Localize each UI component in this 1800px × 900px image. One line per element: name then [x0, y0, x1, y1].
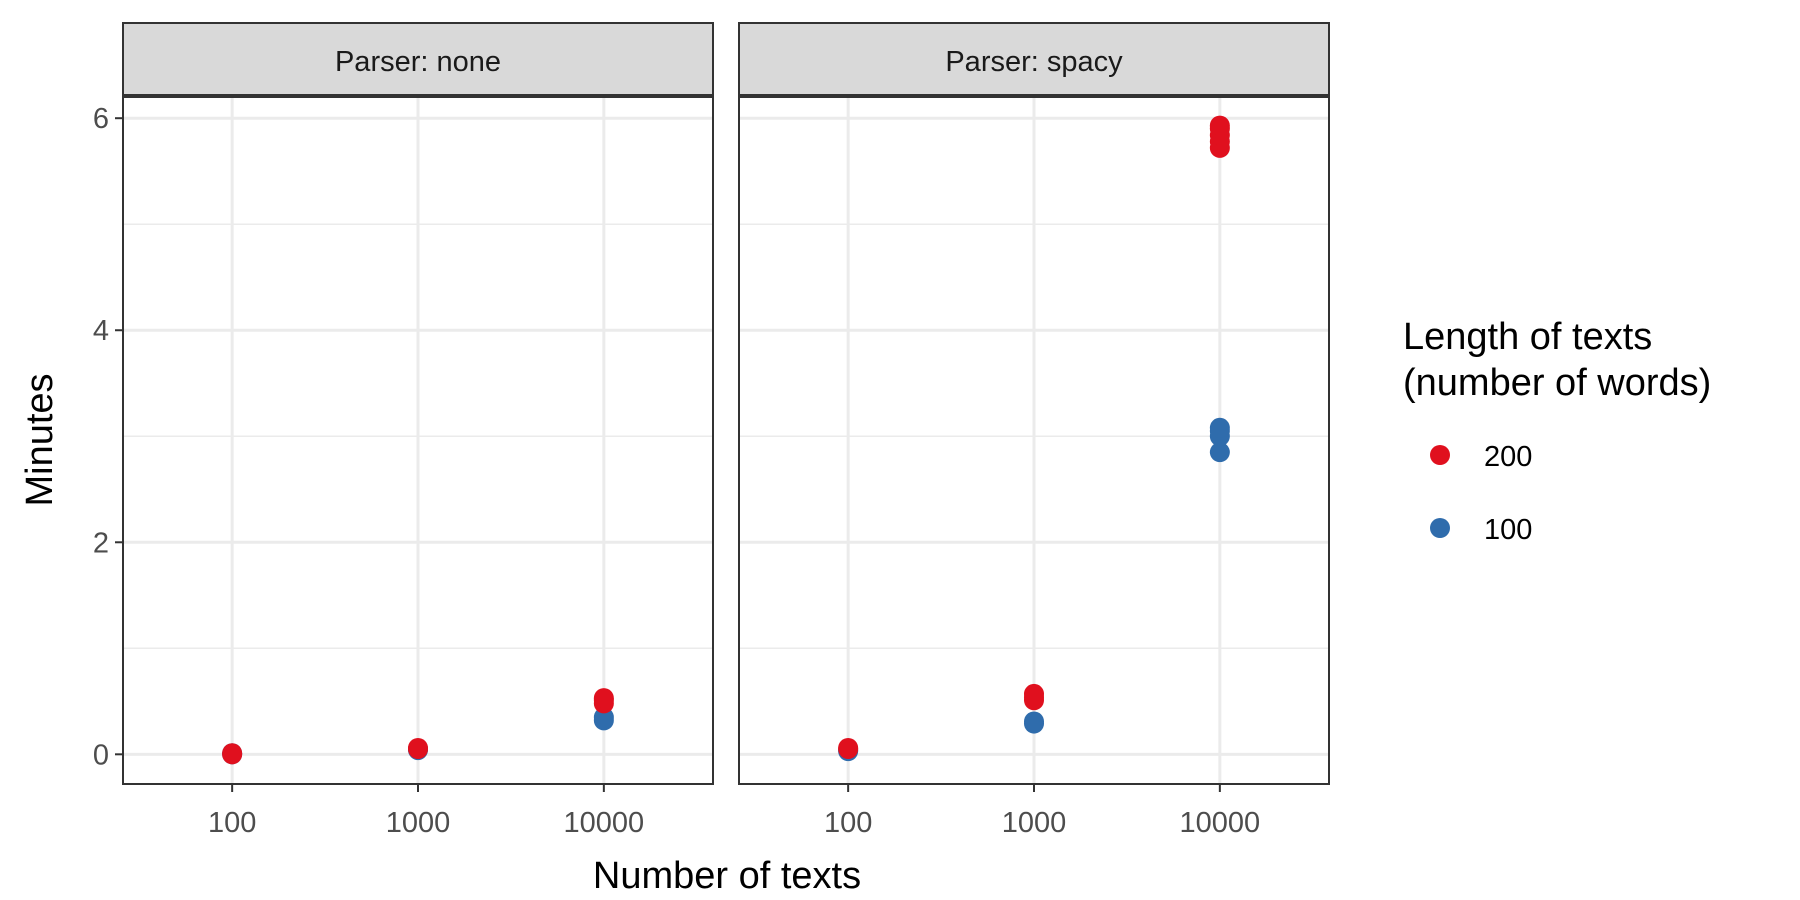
x-tick-label: 10000 [1180, 807, 1261, 839]
data-point [222, 743, 243, 764]
facet-strip [738, 22, 1330, 96]
data-point [838, 737, 859, 758]
x-tick-label: 1000 [386, 807, 451, 839]
legend: Length of texts (number of words) 200 10… [1403, 316, 1711, 546]
data-point [1209, 417, 1230, 438]
legend-title-line-1: Length of texts [1403, 316, 1652, 358]
facet-panel: Parser: spacy 100 1000 10000 [738, 22, 1330, 839]
facet-panels: Parser: none 100 1000 10000 Parser: spacy 100… [122, 22, 1330, 839]
data-point [408, 737, 428, 758]
x-axis-title: Number of texts [593, 855, 861, 897]
y-tick-label: 2 [93, 527, 109, 559]
data-point [1209, 442, 1230, 463]
data-point [1209, 115, 1230, 136]
y-axis: 0 2 4 6 [93, 103, 123, 771]
data-point [1024, 683, 1044, 704]
legend-title-line-2: (number of words) [1403, 362, 1711, 404]
x-tick-label: 100 [824, 807, 872, 839]
y-tick-label: 6 [93, 103, 109, 135]
facet-panel: Parser: none 100 1000 10000 [122, 22, 714, 839]
x-tick-label: 100 [208, 807, 256, 839]
legend-key-100 [1430, 518, 1450, 538]
y-axis-title: Minutes [19, 373, 61, 506]
x-tick-label: 1000 [1002, 807, 1067, 839]
legend-key-200 [1430, 445, 1450, 465]
legend-label-200: 200 [1484, 441, 1532, 473]
facet-strip-title: Parser: none [335, 46, 501, 78]
facet-strip [122, 22, 714, 96]
x-tick-label: 10000 [564, 807, 645, 839]
data-point [593, 688, 614, 709]
facet-strip-title: Parser: spacy [945, 46, 1123, 78]
y-tick-label: 4 [93, 315, 109, 347]
data-point [1024, 711, 1044, 732]
data-point [593, 707, 614, 728]
y-tick-label: 0 [93, 739, 109, 771]
legend-label-100: 100 [1484, 514, 1532, 546]
